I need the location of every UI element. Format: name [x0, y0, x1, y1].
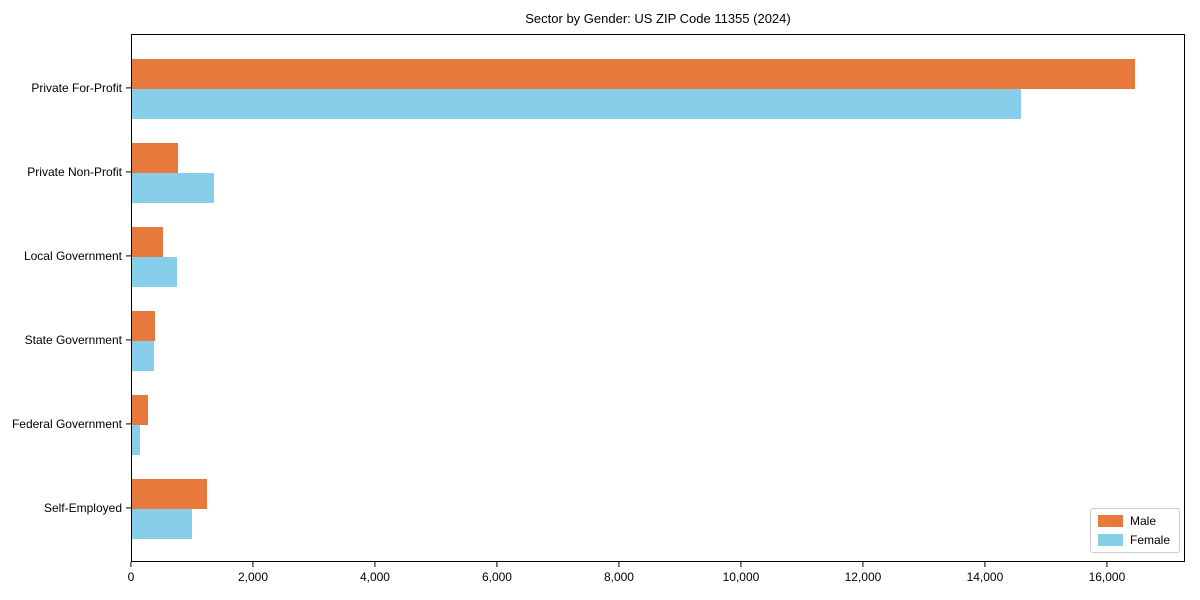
bar-female [132, 173, 214, 203]
bar-male [132, 59, 1136, 89]
bar-group [132, 467, 1184, 551]
y-tick-label: State Government [24, 333, 122, 347]
x-tick-label: 12,000 [844, 570, 882, 584]
y-tick-label: Private Non-Profit [27, 165, 122, 179]
x-tick-label: 8,000 [603, 570, 634, 584]
x-tick-mark [130, 562, 132, 567]
x-tick-label: 0 [127, 570, 135, 584]
female-swatch-icon [1097, 534, 1123, 546]
legend-label-female: Female [1129, 533, 1170, 547]
x-tick-mark [618, 562, 620, 567]
y-tick-mark [126, 423, 131, 425]
y-tick-mark [126, 255, 131, 257]
bar-male [132, 227, 164, 257]
x-tick-mark [984, 562, 986, 567]
bar-group [132, 299, 1184, 383]
chart-title: Sector by Gender: US ZIP Code 11355 (202… [525, 11, 791, 26]
x-tick-label: 6,000 [481, 570, 512, 584]
legend-item-female: Female [1097, 533, 1170, 547]
bar-group [132, 383, 1184, 467]
bar-male [132, 143, 178, 173]
bar-female [132, 509, 193, 539]
y-tick-mark [126, 507, 131, 509]
x-tick-mark [862, 562, 864, 567]
legend-item-male: Male [1097, 514, 1170, 528]
x-tick-mark [374, 562, 376, 567]
male-swatch-icon [1097, 515, 1123, 527]
x-tick-mark [740, 562, 742, 567]
x-tick-mark [496, 562, 498, 567]
y-tick-mark [126, 87, 131, 89]
x-tick-label: 10,000 [722, 570, 760, 584]
y-tick-mark [126, 171, 131, 173]
bar-female [132, 89, 1021, 119]
y-tick-label: Local Government [23, 249, 122, 263]
y-tick-mark [126, 339, 131, 341]
bar-group [132, 131, 1184, 215]
legend: Male Female [1089, 508, 1180, 553]
bar-male [132, 479, 208, 509]
x-tick-label: 16,000 [1088, 570, 1126, 584]
y-tick-label: Private For-Profit [31, 81, 122, 95]
bar-female [132, 341, 154, 371]
y-tick-label: Federal Government [11, 417, 122, 431]
x-tick-label: 2,000 [237, 570, 268, 584]
legend-label-male: Male [1129, 514, 1156, 528]
x-tick-label: 14,000 [966, 570, 1004, 584]
bar-female [132, 425, 141, 455]
x-tick-mark [252, 562, 254, 567]
y-tick-label: Self-Employed [43, 501, 122, 515]
bar-female [132, 257, 178, 287]
x-tick-label: 4,000 [359, 570, 390, 584]
bar-group [132, 215, 1184, 299]
plot-area [131, 34, 1185, 562]
bar-group [132, 47, 1184, 131]
bar-male [132, 395, 148, 425]
bar-male [132, 311, 155, 341]
x-tick-mark [1106, 562, 1108, 567]
